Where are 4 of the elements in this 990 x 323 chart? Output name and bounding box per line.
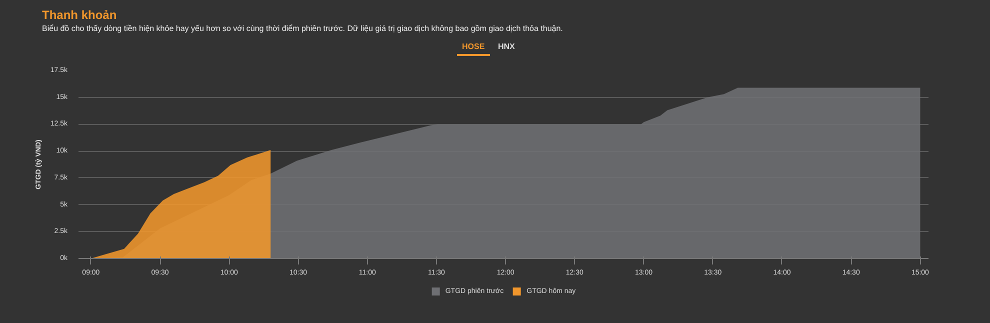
chart-title: Thanh khoản	[42, 8, 117, 22]
text: HOSE	[457, 42, 490, 56]
chart-subtitle: Biểu đồ cho thấy dòng tiền hiện khỏe hay yếu hơn so với cùng thời điểm phiên trước. Dữ liệu giá trị giao dịch không bao gồm giao dịch thỏa thuận.	[42, 24, 563, 33]
text: HNX	[497, 42, 516, 53]
